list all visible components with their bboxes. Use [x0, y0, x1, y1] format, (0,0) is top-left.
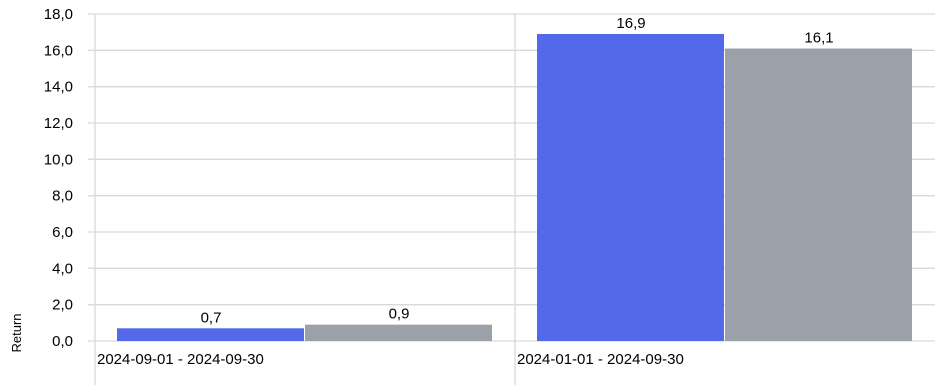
- y-tick-label: 10,0: [44, 151, 73, 168]
- data-label: 0,7: [201, 309, 222, 326]
- y-tick-label: 0,0: [52, 333, 73, 350]
- data-label: 0,9: [389, 306, 410, 323]
- y-tick-label: 18,0: [44, 6, 73, 23]
- x-category-label: 2024-01-01 - 2024-09-30: [517, 351, 684, 368]
- y-tick-label: 6,0: [52, 224, 73, 241]
- y-axis-title: Return: [9, 313, 24, 352]
- data-labels: 0,7 0,9 16,9 16,1: [201, 15, 834, 326]
- data-label: 16,1: [804, 30, 833, 47]
- axes: 0,0 2,0 4,0 6,0 8,0 10,0 12,0 14,0 16,0 18,0 2024-…: [44, 6, 684, 368]
- bar: [305, 324, 492, 341]
- y-tick-label: 2,0: [52, 297, 73, 314]
- y-tick-label: 4,0: [52, 260, 73, 277]
- bar: [537, 33, 724, 341]
- y-tick-label: 8,0: [52, 188, 73, 205]
- bar: [117, 328, 304, 341]
- bars: [117, 33, 912, 342]
- y-tick-label: 12,0: [44, 115, 73, 132]
- data-label: 16,9: [616, 15, 645, 32]
- grid: [88, 13, 935, 385]
- y-tick-label: 14,0: [44, 79, 73, 96]
- bar: [725, 48, 912, 342]
- y-tick-label: 16,0: [44, 42, 73, 59]
- x-category-label: 2024-09-01 - 2024-09-30: [97, 351, 264, 368]
